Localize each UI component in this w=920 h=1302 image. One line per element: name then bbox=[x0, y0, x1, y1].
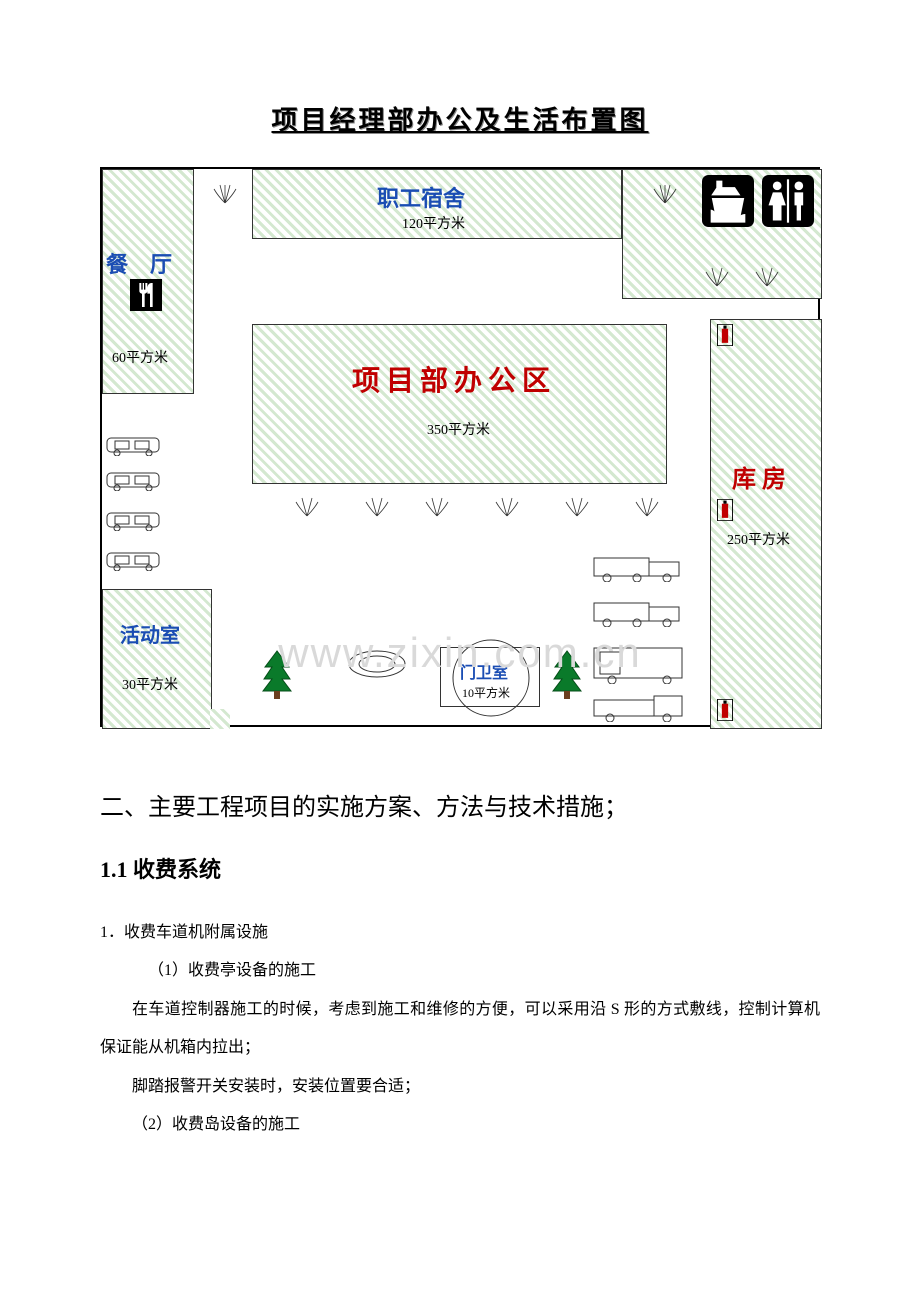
warehouse-area: 250平方米 bbox=[727, 529, 790, 549]
office-area: 350平方米 bbox=[427, 419, 490, 439]
plant-icon bbox=[210, 181, 240, 207]
dining-label: 餐 厅 bbox=[106, 247, 172, 279]
basin-icon bbox=[347, 649, 407, 679]
zone-warehouse bbox=[710, 319, 822, 729]
truck-icon bbox=[592, 554, 687, 582]
guard-label: 门卫室 bbox=[460, 659, 508, 683]
plant-icon bbox=[752, 264, 782, 290]
fire-extinguisher-icon bbox=[717, 699, 733, 721]
layout-diagram-title: 项目经理部办公及生活布置图 bbox=[100, 100, 820, 137]
plant-icon bbox=[292, 494, 322, 520]
plant-icon bbox=[562, 494, 592, 520]
fire-extinguisher-icon bbox=[717, 499, 733, 521]
plant-icon bbox=[632, 494, 662, 520]
dorm-label: 职工宿舍 bbox=[377, 181, 465, 213]
plant-icon bbox=[702, 264, 732, 290]
section-2-heading: 二、主要工程项目的实施方案、方法与技术措施； bbox=[100, 787, 820, 822]
car-icon bbox=[105, 434, 161, 456]
plant-icon bbox=[650, 181, 680, 207]
guard-area: 10平方米 bbox=[462, 684, 510, 701]
paragraph: 在车道控制器施工的时候，考虑到施工和维修的方便，可以采用沿 S 形的方式敷线，控… bbox=[100, 991, 820, 1068]
car-icon bbox=[105, 549, 161, 571]
activity-label: 活动室 bbox=[120, 619, 180, 648]
paragraph: 脚踏报警开关安装时，安装位置要合适； bbox=[100, 1068, 820, 1106]
car-icon bbox=[105, 469, 161, 491]
zone-activity bbox=[102, 589, 212, 729]
zone-office bbox=[252, 324, 667, 484]
zone-gate-strip bbox=[210, 709, 230, 729]
paragraph: 1．收费车道机附属设施 bbox=[100, 914, 820, 952]
plant-icon bbox=[362, 494, 392, 520]
shower-icon bbox=[702, 175, 754, 227]
dorm-area: 120平方米 bbox=[402, 213, 465, 233]
fire-extinguisher-icon bbox=[717, 324, 733, 346]
activity-area: 30平方米 bbox=[122, 674, 178, 694]
office-label: 项目部办公区 bbox=[352, 359, 556, 399]
layout-diagram: 餐 厅 60平方米 职工宿舍 120平方米 项目部办公区 350平方米 bbox=[100, 167, 820, 727]
truck-icon bbox=[592, 694, 687, 722]
plant-icon bbox=[492, 494, 522, 520]
section-1-1-heading: 1.1 收费系统 bbox=[100, 852, 820, 884]
warehouse-label: 库 房 bbox=[732, 459, 786, 494]
body-content: 1．收费车道机附属设施 （1）收费亭设备的施工 在车道控制器施工的时候，考虑到施… bbox=[100, 914, 820, 1144]
truck-icon bbox=[592, 599, 687, 627]
tree-icon bbox=[262, 649, 292, 699]
cutlery-icon bbox=[130, 279, 162, 311]
plant-icon bbox=[422, 494, 452, 520]
dining-area: 60平方米 bbox=[112, 347, 168, 367]
truck-icon bbox=[592, 644, 687, 684]
paragraph: （2）收费岛设备的施工 bbox=[100, 1106, 820, 1144]
car-icon bbox=[105, 509, 161, 531]
paragraph: （1）收费亭设备的施工 bbox=[116, 952, 820, 990]
toilet-icon bbox=[762, 175, 814, 227]
tree-icon bbox=[552, 649, 582, 699]
